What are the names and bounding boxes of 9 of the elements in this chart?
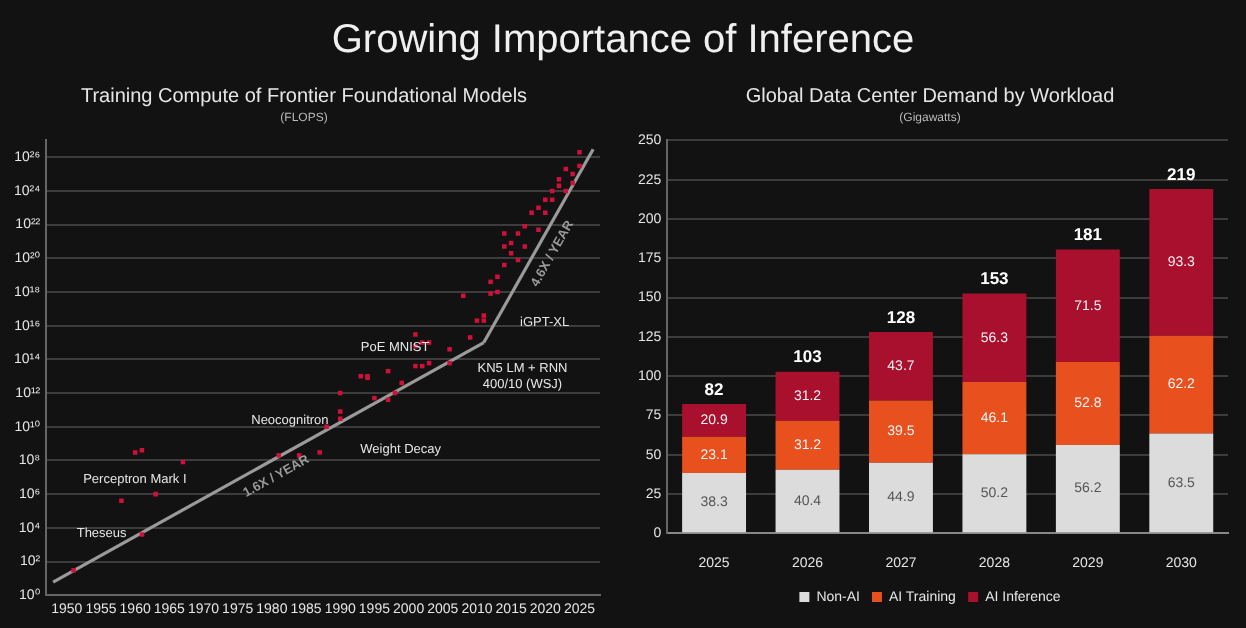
total-label: 153	[980, 268, 1010, 289]
total-label: 181	[1073, 224, 1103, 245]
total-label: 103	[793, 346, 823, 367]
total-label: 128	[886, 306, 916, 327]
total-label: 219	[1167, 163, 1196, 184]
chart-title: Global Data Center Demand by Workload	[745, 85, 1115, 108]
text: Growing Importance of Inference	[331, 17, 915, 63]
total-label: 82	[704, 378, 725, 399]
chart-title: Training Compute of Frontier Foundational Models	[80, 85, 528, 108]
